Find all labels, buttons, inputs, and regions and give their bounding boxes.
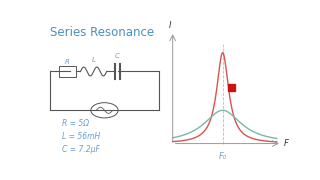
Text: R = 5Ω: R = 5Ω xyxy=(62,119,90,128)
Text: F: F xyxy=(284,139,289,148)
Text: L = 56mH: L = 56mH xyxy=(62,132,100,141)
Text: C = 7.2μF: C = 7.2μF xyxy=(62,145,100,154)
Text: F₀: F₀ xyxy=(219,152,227,161)
Text: L: L xyxy=(92,57,95,63)
Text: C: C xyxy=(115,53,120,58)
Bar xyxy=(59,66,76,77)
Text: I: I xyxy=(169,21,172,30)
Bar xyxy=(228,84,235,91)
Text: Series Resonance: Series Resonance xyxy=(50,26,154,39)
Text: R: R xyxy=(65,58,70,64)
